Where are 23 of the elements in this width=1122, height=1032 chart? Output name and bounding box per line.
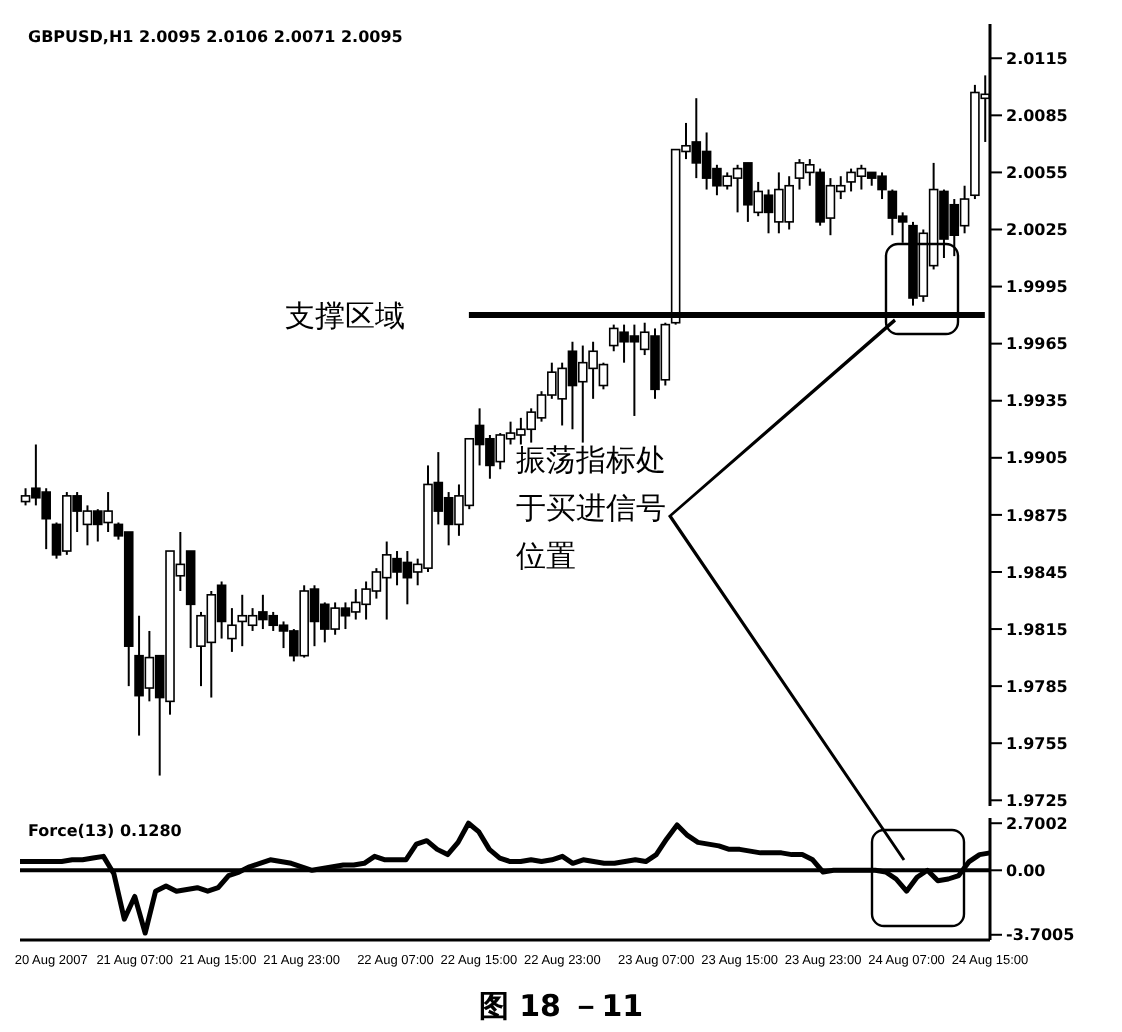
y-tick-label: 1.9935 — [1006, 392, 1069, 411]
chart-title: GBPUSD,H1 2.0095 2.0106 2.0071 2.0095 — [28, 28, 403, 46]
y-tick-label: 2.0055 — [1006, 164, 1069, 183]
y-tick-label: 0.00 — [1006, 861, 1047, 880]
y-tick-label: 1.9995 — [1006, 278, 1069, 297]
y-tick-label: 1.9815 — [1006, 620, 1069, 639]
candlestick — [227, 607, 237, 653]
y-tick-label: 1.9965 — [1006, 335, 1069, 354]
y-tick-label: 1.9905 — [1006, 449, 1069, 468]
chart-title: Force(13) 0.1280 — [28, 822, 182, 840]
y-tick-label: 1.9845 — [1006, 563, 1069, 582]
y-tick-label: 2.0115 — [1006, 49, 1069, 68]
y-tick-label: 2.7002 — [1006, 814, 1068, 833]
caption: 图 18 －11 — [476, 988, 646, 1026]
y-tick-label: 1.9725 — [1006, 791, 1069, 810]
y-tick-label: 1.9755 — [1006, 734, 1069, 753]
annotation: 振荡指标处于买进信号位置 — [516, 440, 666, 578]
y-tick-label: 1.9875 — [1006, 506, 1069, 525]
y-tick-label: -3.7005 — [1006, 926, 1076, 945]
ref-line-label: 支撑区域 — [284, 297, 405, 334]
y-tick-label: 1.9785 — [1006, 677, 1069, 696]
y-tick-label: 2.0025 — [1006, 221, 1069, 240]
y-tick-label: 2.0085 — [1006, 107, 1069, 126]
